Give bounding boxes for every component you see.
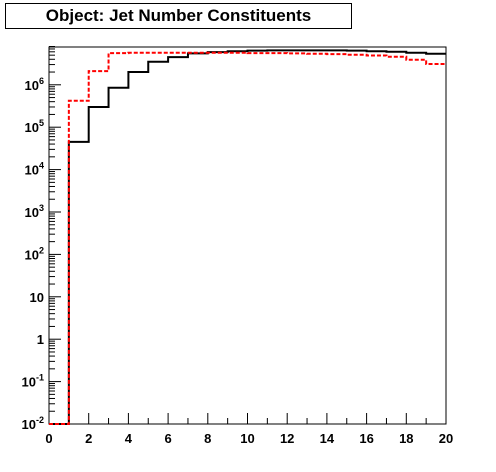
x-tick-label: 10 (240, 431, 254, 446)
x-tick-label: 6 (164, 431, 171, 446)
y-tick-label: 102 (25, 245, 44, 262)
y-tick-label: 104 (25, 161, 44, 178)
x-tick-labels: 0 2 4 6 8 10 12 14 16 18 20 (45, 431, 453, 446)
y-tick-label: 105 (25, 118, 44, 135)
x-tick-label: 20 (439, 431, 453, 446)
x-tick-label: 8 (204, 431, 211, 446)
y-tick-label: 10-2 (22, 415, 44, 432)
y-tick-label: 10-1 (22, 373, 44, 390)
chart-title: Object: Jet Number Constituents (45, 6, 312, 25)
y-tick-label: 1 (37, 332, 44, 347)
series-1-line (49, 49, 446, 425)
y-tick-label: 103 (25, 203, 44, 220)
axis-ticks (48, 46, 447, 425)
y-tick-label: 10 (30, 290, 44, 305)
x-tick-label: 0 (45, 431, 52, 446)
x-tick-label: 14 (320, 431, 335, 446)
plot-frame (48, 46, 447, 425)
x-tick-label: 16 (359, 431, 373, 446)
x-tick-label: 18 (399, 431, 413, 446)
x-tick-label: 12 (280, 431, 294, 446)
series-2-line (49, 51, 446, 425)
x-tick-label: 2 (85, 431, 92, 446)
series-layer (49, 49, 446, 425)
title-box: Object: Jet Number Constituents (5, 3, 352, 29)
x-tick-label: 4 (125, 431, 133, 446)
y-tick-labels: 10-2 10-1 1 10 102 103 104 105 106 (22, 76, 44, 432)
y-tick-label: 106 (25, 76, 44, 93)
